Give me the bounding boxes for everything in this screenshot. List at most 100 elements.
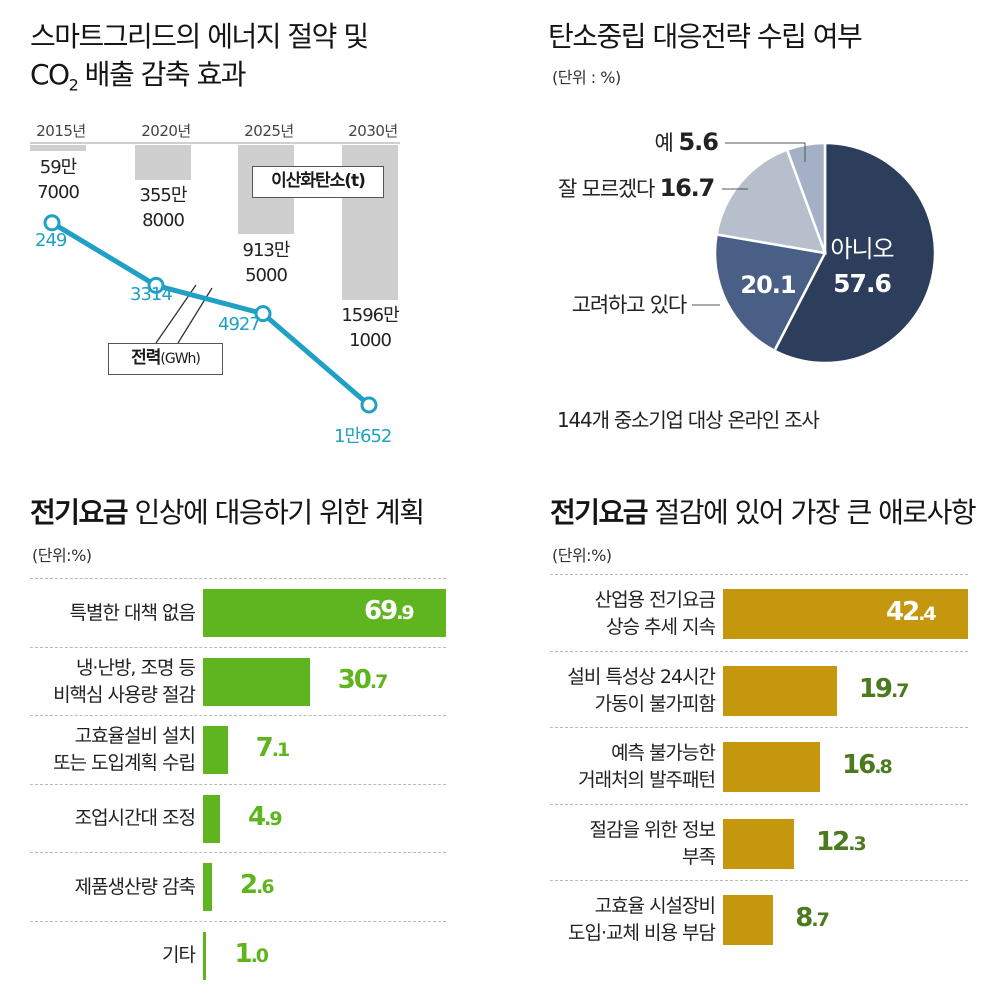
power-legend-unit: (GWh): [160, 351, 200, 367]
value-label: 7.1: [255, 733, 291, 763]
panel3-title: 전기요금 인상에 대응하기 위한 계획: [30, 494, 490, 532]
value-bar: [203, 726, 228, 774]
pie-value-considering: 20.1: [740, 271, 796, 299]
co2-bar: [135, 145, 191, 180]
row-label-line: 예측 불가능한: [611, 742, 716, 764]
row-label-line: 부족: [682, 845, 716, 868]
row-label: 설비 특성상 24시간 가동이 불가피함: [550, 664, 716, 718]
row-separator: [550, 727, 968, 728]
row-separator: [30, 646, 446, 648]
row-label-line: 산업용 전기요금: [594, 589, 716, 611]
row-separator: [550, 574, 968, 575]
row-separator: [30, 852, 446, 853]
panel2-title: 탄소중립 대응전략 수립 여부: [548, 20, 863, 53]
pie-label-yes: 예 5.6: [654, 128, 718, 156]
pie-label-considering: 고려하고 있다: [572, 293, 687, 317]
co2-legend-box: 이산화탄소(t): [252, 166, 384, 198]
row-label: 조업시간대 조정: [30, 805, 196, 832]
value-label: 1.0: [234, 938, 269, 969]
row-label-line: 상승 추세 지속: [606, 616, 716, 638]
pie-label-dontknow: 잘 모르겠다 16.7: [558, 174, 714, 202]
power-point: [43, 214, 61, 232]
row-label-line: 고효율설비 설치: [74, 725, 196, 747]
year-label: 2030년: [348, 122, 398, 140]
value-bar: [203, 931, 207, 980]
year-label: 2020년: [141, 122, 191, 140]
pie-slice: [713, 232, 827, 353]
power-point: [147, 276, 165, 294]
row-label-line: 냉·난방, 조명 등: [75, 656, 196, 679]
year-label: 2025년: [244, 122, 294, 140]
panel2-note: 144개 중소기업 대상 온라인 조사: [557, 408, 820, 432]
co2-value-label: 59만 7000: [37, 157, 80, 203]
power-point: [254, 305, 272, 323]
pie-leader: [725, 142, 806, 162]
value-label: 69.9: [364, 596, 415, 626]
panel2-pie-chart: 아니오 57.6 20.1 고려하고 있다 잘 모르겠다 16.7 예 5.6: [558, 128, 937, 365]
row-separator: [550, 803, 968, 805]
row-label-line: 도입·교체 비용 부담: [568, 922, 716, 944]
panel1-title-line1: 스마트그리드의 에너지 절약 및: [30, 20, 369, 53]
value-bar: [723, 742, 821, 792]
power-legend-box: 전력(GWh): [108, 343, 223, 375]
value-label: 12.3: [816, 826, 867, 857]
power-value-label: 4927: [218, 314, 261, 335]
panel2-unit: (단위 : %): [552, 68, 621, 87]
row-separator: [550, 880, 968, 881]
row-label-line: 고효율 시설장비: [594, 895, 716, 917]
row-label-line: 가동이 불가피함: [594, 692, 716, 715]
panel3-unit: (단위:%): [32, 546, 92, 565]
co2-bar: [30, 145, 86, 151]
power-value-label: 249: [35, 230, 67, 251]
value-bar: [723, 665, 837, 716]
value-bar: [203, 589, 446, 637]
power-point: [360, 396, 378, 414]
row-label-line: 조업시간대 조정: [74, 807, 196, 829]
power-value-label: 1만652: [334, 426, 392, 447]
row-separator: [30, 715, 446, 716]
co2-legend-label: 이산화탄소(t): [271, 171, 366, 191]
year-label: 2015년: [36, 122, 86, 140]
panel3-title-bold: 전기요금: [30, 496, 129, 529]
row-separator: [30, 783, 446, 785]
row-label-line: 제품생산량 감축: [74, 875, 196, 898]
value-label: 4.9: [248, 801, 283, 832]
pie-label-no: 아니오: [830, 235, 893, 263]
row-label: 절감을 위한 정보 부족: [550, 817, 716, 871]
panel3-title-rest: 인상에 대응하기 위한 계획: [127, 496, 425, 529]
year-axis-rule: [30, 142, 400, 144]
panel4-title-bold: 전기요금: [550, 496, 649, 529]
panel4-title-rest: 절감에 있어 가장 큰 애로사항: [647, 496, 976, 529]
value-label: 2.6: [240, 870, 275, 900]
row-separator: [30, 920, 446, 922]
value-bar: [723, 818, 795, 869]
value-bar: [723, 895, 774, 945]
panel1-title: 스마트그리드의 에너지 절약 및 CO2 배출 감축 효과: [30, 18, 450, 105]
pie-slice: [715, 148, 827, 255]
value-bar: [723, 589, 968, 639]
row-label-line: 거래처의 발주패턴: [578, 769, 716, 791]
row-label: 기타: [30, 942, 196, 969]
value-bar: [203, 657, 310, 706]
value-label: 8.7: [795, 903, 830, 933]
panel1-title-line2: CO2 배출 감축 효과: [30, 58, 247, 95]
power-value-label: 3314: [130, 284, 173, 305]
row-label-line: 특별한 대책 없음: [69, 601, 196, 624]
row-label-line: 기타: [162, 944, 196, 966]
row-label-line: 또는 도입계획 수립: [53, 752, 196, 774]
row-separator: [30, 578, 446, 579]
value-label: 42.4: [886, 597, 937, 627]
value-bar: [203, 863, 213, 911]
co2-value-label: 355만 8000: [139, 185, 188, 231]
value-label: 16.8: [842, 750, 893, 780]
co2-value-label: 1596만 1000: [341, 305, 399, 351]
pie-value-no: 57.6: [833, 269, 891, 298]
row-label-line: 비핵심 사용량 절감: [53, 683, 196, 706]
panel4-title: 전기요금 절감에 있어 가장 큰 애로사항: [550, 494, 995, 532]
panel4-unit: (단위:%): [552, 546, 612, 565]
co2-value-label: 913만 5000: [242, 240, 291, 286]
